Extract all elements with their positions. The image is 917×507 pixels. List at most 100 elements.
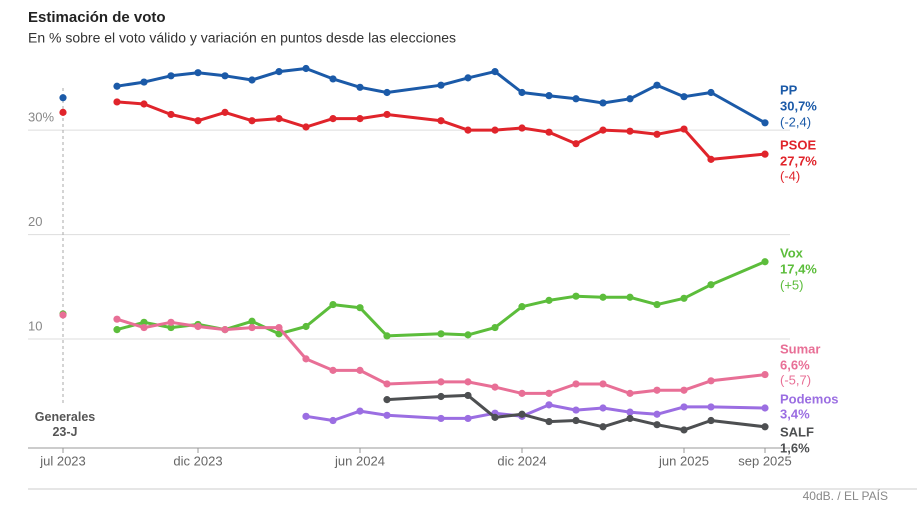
point [59,108,67,116]
point [140,323,148,332]
change-label: (-4) [780,168,800,183]
point [356,115,364,123]
x-tick-label: jul 2023 [39,453,86,468]
point [383,332,391,340]
point [302,322,310,331]
annotation: Generales 23-J [34,410,96,439]
point [59,94,67,102]
x-tick-label: jun 2025 [658,453,709,468]
point [275,115,283,123]
point [464,378,472,386]
point [383,88,391,97]
point [761,370,769,379]
value-label: 27,7% [780,153,817,168]
point [221,326,229,334]
y-tick-label: 30% [28,110,54,125]
point [761,423,769,431]
point [626,95,634,103]
point [275,330,283,338]
point [356,407,364,415]
point [518,88,526,97]
point [194,69,202,77]
point [464,414,472,423]
point [545,401,553,409]
point [653,386,661,394]
chart-title: Estimación de voto [28,9,166,26]
point [167,318,175,326]
point [707,88,715,97]
value-label: 3,4% [780,406,810,421]
x-tick-label: jun 2024 [334,453,385,468]
point [437,81,445,89]
point [761,404,769,412]
point [329,416,337,425]
point [383,396,391,404]
point [491,126,499,134]
chart-subtitle: En % sobre el voto válido y variación en… [28,30,456,46]
change-label: (-2,4) [780,114,811,129]
point [545,92,553,100]
point [599,404,607,412]
legend-name: PSOE [780,137,816,152]
point [464,126,472,134]
point [707,281,715,289]
point [626,408,634,416]
change-label: (-5,7) [780,372,811,387]
point [167,110,175,119]
point [59,311,67,319]
series-line [116,260,766,338]
point [518,389,526,397]
point [302,64,310,73]
value-label: 1,6% [780,440,810,455]
point [113,326,121,334]
point [491,413,499,421]
point [437,378,445,386]
point [572,292,580,300]
value-label: 6,6% [780,357,810,372]
series-line [116,100,766,161]
point [383,411,391,419]
point [599,380,607,388]
source: 40dB. / EL PAÍS [803,488,888,503]
point [518,124,526,132]
point [572,416,580,425]
point [194,117,202,125]
point [761,150,769,158]
point [599,99,607,107]
point [167,72,175,80]
point [464,391,472,400]
point [437,392,445,401]
point [356,304,364,312]
y-tick-label: 10 [28,318,42,333]
point [707,377,715,385]
legend-name: Vox [780,245,804,260]
point [707,403,715,411]
point [383,110,391,119]
point [761,119,769,127]
point [248,323,256,332]
value-label: 30,7% [780,98,817,113]
point [572,406,580,414]
point [437,330,445,338]
point [248,76,256,84]
point [518,410,526,418]
point [761,258,769,266]
point [626,389,634,397]
point [653,410,661,418]
point [545,296,553,304]
point [248,317,256,325]
point [248,117,256,125]
point [167,323,175,332]
point [680,403,688,411]
value-label: 17,4% [780,261,817,276]
point [275,323,283,332]
point [302,123,310,131]
point [680,294,688,302]
point [680,426,688,434]
point [680,125,688,133]
point [626,127,634,135]
point [599,293,607,301]
point [140,78,148,86]
